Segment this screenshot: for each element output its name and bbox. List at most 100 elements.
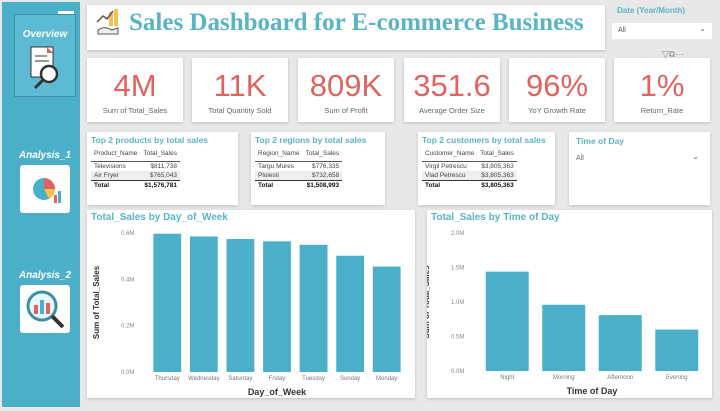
column-header[interactable]: Product_Name <box>94 150 138 157</box>
total-label: Total <box>422 180 478 190</box>
nav-overview[interactable]: Overview <box>14 14 76 97</box>
total-value: $1,508,993 <box>302 180 343 190</box>
kpi-value: 351.6 <box>413 68 491 103</box>
y-axis-label: Sum of Total_Sales <box>427 265 431 339</box>
x-tick-label: Sunday <box>340 376 360 382</box>
y-tick-label: 0.5M <box>451 335 464 341</box>
cell-name: Ploiesti <box>255 171 303 181</box>
x-tick-label: Tuesday <box>302 376 325 382</box>
y-tick-label: 0.4M <box>121 277 134 283</box>
bar-night <box>485 271 529 371</box>
bar-saturday <box>226 239 255 372</box>
top-regions-table: Top 2 regions by total sales Region_Name T… <box>251 132 385 205</box>
table-row: Televisions $811,738 <box>91 161 180 171</box>
chart-title: Total_Sales by Day_of_Week <box>91 212 228 223</box>
cell-name: Targu Mures <box>255 161 303 171</box>
bar-morning <box>542 304 586 371</box>
table-header: Product_Name Total_Sales <box>91 149 180 162</box>
kpi-card-total-sales: 4M Sum of Total_Sales <box>87 58 183 122</box>
time-of-day-slicer[interactable]: Time of Day All ⌄ <box>569 132 710 205</box>
x-tick-label: Morning <box>553 375 575 381</box>
chart-title: Total_Sales by Time of Day <box>431 212 560 223</box>
y-tick-label: 0.2M <box>121 324 134 330</box>
column-header[interactable]: Total_Sales <box>305 150 340 157</box>
total-value: $1,576,781 <box>140 180 180 190</box>
table-header: Region_Name Total_Sales <box>255 149 342 162</box>
total-value: $3,805,363 <box>477 180 517 190</box>
document-search-icon <box>30 46 59 90</box>
y-axis-label: Sum of Total_Sales <box>92 265 101 339</box>
x-tick-label: Thursday <box>155 376 180 382</box>
nav-analysis-1-label: Analysis_1 <box>18 150 72 161</box>
kpi-card-quantity: 11K Total Quantity Sold <box>192 58 288 122</box>
kpi-label: YoY Growth Rate <box>528 106 586 115</box>
kpi-card-avg-order: 351.6 Average Order Size <box>404 58 500 122</box>
table: Product_Name Total_Sales Televisions $811,7… <box>91 149 180 190</box>
filter-icon[interactable]: ▽ <box>662 49 669 59</box>
column-header[interactable]: Customer_Name <box>425 150 475 157</box>
more-options-icon[interactable]: ⋯ <box>675 49 685 59</box>
x-tick-label: Afternoon <box>607 375 633 381</box>
kpi-label: Return_Rate <box>640 106 684 115</box>
table-title: Top 2 regions by total sales <box>255 135 367 145</box>
kpi-label: Sum of Total_Sales <box>102 106 168 115</box>
kpi-value: 96% <box>525 68 589 103</box>
bar-tuesday <box>299 244 328 372</box>
time-slicer-value: All <box>576 155 584 162</box>
x-axis-label: Day_of_Week <box>248 387 307 397</box>
time-slicer-dropdown[interactable]: All ⌄ <box>576 152 703 166</box>
nav-overview-label: Overview <box>22 29 68 40</box>
column-header[interactable]: Total_Sales <box>480 150 514 157</box>
top-products-table: Top 2 products by total sales Product_Nam… <box>87 132 238 205</box>
cell-value: $811,738 <box>140 161 180 171</box>
kpi-label: Sum of Profit <box>324 106 368 115</box>
total-row: Total $1,508,993 <box>255 180 343 190</box>
date-slicer[interactable]: Date (Year/Month) All ⌄ <box>612 6 712 46</box>
nav-analysis-1[interactable]: Analysis_1 <box>14 150 76 213</box>
visual-header-icons[interactable]: ▽⧉⋯ <box>662 49 684 60</box>
y-tick-label: 1.0M <box>451 300 464 306</box>
nav-analysis-2-label: Analysis_2 <box>18 270 72 281</box>
kpi-value: 4M <box>113 68 157 103</box>
total-label: Total <box>91 180 141 190</box>
sales-growth-icon <box>96 9 119 35</box>
x-tick-label: Wednesday <box>188 376 220 382</box>
bar-chart-time: 0.0M 0.5M 1.0M 1.5M 2.0M Night Morning Afternoo… <box>422 231 699 396</box>
x-axis-label: Time of Day <box>567 386 618 396</box>
table-title: Top 2 customers by total sales <box>422 135 546 145</box>
column-header[interactable]: Total_Sales <box>143 150 177 157</box>
cell-name: Televisions <box>91 161 141 171</box>
pie-chart-icon <box>33 178 61 203</box>
table: Customer_Name Total_Sales Virgil Petrescu $… <box>422 149 517 190</box>
focus-mode-icon[interactable]: ⧉ <box>668 49 676 59</box>
nav-analysis-2[interactable]: Analysis_2 <box>14 270 76 333</box>
cell-value: $732,658 <box>302 171 343 181</box>
table-row: Virgil Petrescu $3,805,363 <box>422 161 517 171</box>
x-tick-label: Friday <box>269 376 286 382</box>
kpi-card-profit: 809K Sum of Profit <box>298 58 394 122</box>
x-tick-label: Evening <box>666 375 688 381</box>
chart-sales-by-day: Total_Sales by Day_of_Week 0.0M 0.2M 0.4M 0… <box>87 210 415 398</box>
dashboard-title: Sales Dashboard for E-commerce Business <box>129 9 584 36</box>
bar-afternoon <box>598 315 642 371</box>
bar-wednesday <box>189 236 218 372</box>
total-row: Total $3,805,363 <box>422 180 517 190</box>
kpi-value: 1% <box>639 68 685 103</box>
date-slicer-dropdown[interactable]: All ⌄ <box>612 23 712 39</box>
cell-name: Vlad Petrescu <box>422 171 478 181</box>
table-row: Vlad Petrescu $3,805,363 <box>422 171 517 181</box>
table-row: Targu Mures $776,335 <box>255 161 343 171</box>
header-banner: Sales Dashboard for E-commerce Business <box>87 5 605 50</box>
column-header[interactable]: Region_Name <box>258 150 300 157</box>
table-header: Customer_Name Total_Sales <box>422 149 517 162</box>
y-tick-label: 1.5M <box>451 266 464 272</box>
cell-name: Air Fryer <box>91 171 141 181</box>
kpi-value: 809K <box>309 68 383 103</box>
date-slicer-value: All <box>618 27 626 34</box>
total-row: Total $1,576,781 <box>91 180 180 190</box>
table-row: Air Fryer $765,043 <box>91 171 180 181</box>
chevron-down-icon: ⌄ <box>699 24 706 33</box>
chevron-down-icon: ⌄ <box>692 152 699 161</box>
y-tick-label: 0.6M <box>121 231 134 237</box>
date-slicer-label: Date (Year/Month) <box>617 6 686 15</box>
